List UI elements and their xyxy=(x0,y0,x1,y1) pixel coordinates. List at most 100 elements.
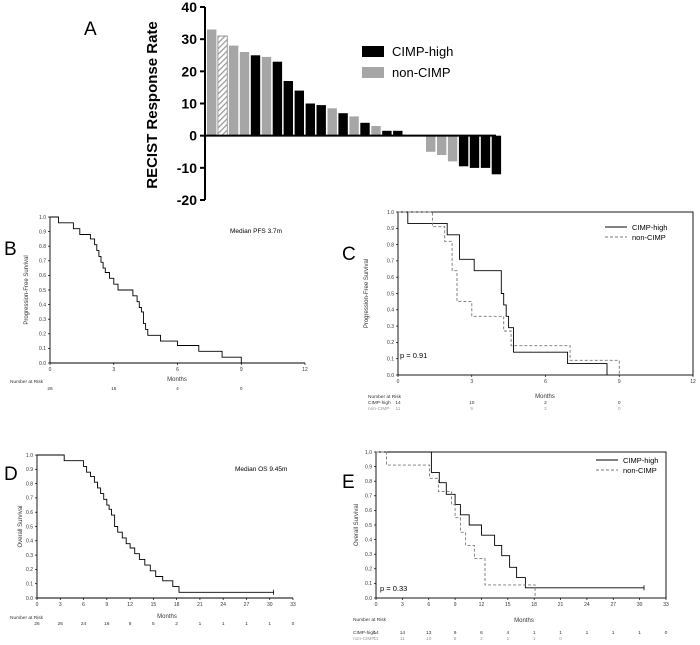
bar xyxy=(250,55,261,136)
y-axis-label: Overall Survival xyxy=(18,505,24,547)
bar xyxy=(294,90,304,136)
risk-count: 0 xyxy=(240,386,243,392)
y-tick-label: 0.2 xyxy=(26,567,33,573)
risk-count: 11 xyxy=(396,406,401,412)
y-tick-label: 0.6 xyxy=(26,510,33,516)
y-tick-label: 0.2 xyxy=(39,332,46,338)
y-tick-label: 0.0 xyxy=(39,361,46,367)
y-tick-label: 1.0 xyxy=(387,210,394,216)
y-tick-label: 0.7 xyxy=(365,494,372,500)
bar xyxy=(491,135,502,175)
y-tick-label: -10 xyxy=(177,160,197,176)
risk-table-title: Number at Risk xyxy=(10,379,44,385)
panel-label-d: D xyxy=(4,464,18,485)
survival-curve xyxy=(398,211,608,375)
legend-label: non-CIMP xyxy=(623,466,657,475)
y-tick-label: 0.2 xyxy=(365,567,372,573)
risk-count: 4 xyxy=(176,386,179,392)
risk-count: 1 xyxy=(245,621,248,627)
y-tick-label: 0.3 xyxy=(26,553,33,559)
x-tick-label: 24 xyxy=(220,602,226,608)
y-tick-label: -20 xyxy=(177,192,197,208)
y-tick-label: 0.1 xyxy=(39,346,46,352)
y-tick-label: 0.9 xyxy=(39,229,46,235)
y-tick-label: 0.8 xyxy=(39,244,46,250)
y-tick-label: 20 xyxy=(181,63,197,79)
risk-count: 0 xyxy=(559,636,562,642)
bar xyxy=(360,122,370,136)
panel-label-b: B xyxy=(4,239,17,260)
risk-count: 1 xyxy=(559,630,562,636)
y-tick-label: 0.6 xyxy=(39,273,46,279)
bar xyxy=(426,135,436,152)
risk-table-title: Number at Risk xyxy=(368,394,402,400)
risk-count: 2 xyxy=(480,636,483,642)
risk-count: 1 xyxy=(268,621,271,627)
x-axis-label: Months xyxy=(167,377,187,383)
bar xyxy=(393,130,403,136)
legend-swatch-non-cimp xyxy=(362,67,384,78)
risk-count: 16 xyxy=(104,621,110,627)
bar xyxy=(458,135,469,167)
y-tick-label: 1.0 xyxy=(39,215,46,221)
bar xyxy=(338,113,348,136)
y-tick-label: 0.5 xyxy=(26,524,33,530)
y-axis-label: Progression-Free Survival xyxy=(364,259,370,328)
y-tick-label: 0.0 xyxy=(365,596,372,602)
bar xyxy=(261,56,272,136)
risk-count: 1 xyxy=(533,636,536,642)
y-tick-label: 0.0 xyxy=(387,373,394,379)
y-tick-label: 0.3 xyxy=(387,324,394,330)
y-tick-label: 0.6 xyxy=(387,275,394,281)
bar xyxy=(217,35,228,137)
y-tick-label: 0.8 xyxy=(365,479,372,485)
risk-count: 11 xyxy=(400,636,405,642)
y-tick-label: 0 xyxy=(189,128,197,144)
risk-table-title: Number at Risk xyxy=(353,617,387,623)
x-tick-label: 27 xyxy=(610,602,616,608)
legend-label: non-CIMP xyxy=(632,233,666,242)
risk-count: 2 xyxy=(544,406,547,412)
x-tick-label: 0 xyxy=(36,602,39,608)
annotation: Median PFS 3.7m xyxy=(230,228,282,235)
x-axis-label: Months xyxy=(514,618,534,624)
y-tick-label: 0.5 xyxy=(365,523,372,529)
y-axis-label: RECIST Response Rate xyxy=(144,21,161,189)
x-tick-label: 12 xyxy=(302,367,308,373)
x-tick-label: 30 xyxy=(637,602,643,608)
legend-label-non-cimp: non-CIMP xyxy=(392,65,451,80)
y-tick-label: 0.8 xyxy=(26,481,33,487)
km-chart-b: 0.0 0.1 0.2 0.3 0.4 0.5 0.6 0.7 0.8 0.9 1.0 0 3 6 9 12 P… xyxy=(10,215,308,392)
risk-count: 0 xyxy=(292,621,295,627)
bar xyxy=(371,126,381,136)
risk-count: 0 xyxy=(665,630,668,636)
risk-table-title: Number at Risk xyxy=(10,615,44,621)
bar xyxy=(228,45,239,136)
x-tick-label: 21 xyxy=(558,602,564,608)
y-tick-label: 10 xyxy=(181,96,197,112)
risk-row-label: CIMP-high xyxy=(353,630,376,636)
bar xyxy=(316,105,326,136)
x-tick-label: 3 xyxy=(112,367,115,373)
risk-count: 14 xyxy=(395,400,401,406)
y-tick-label: 0.1 xyxy=(365,581,372,587)
annotation: p = 0.33 xyxy=(380,584,407,593)
bar xyxy=(207,29,217,136)
risk-count: 1 xyxy=(506,636,509,642)
x-tick-label: 3 xyxy=(401,602,404,608)
y-tick-label: 0.3 xyxy=(365,552,372,558)
km-chart-d: 0.00.10.20.30.40.50.60.70.80.91.00 3 6 9 12 1… xyxy=(10,453,296,627)
risk-count: 9 xyxy=(454,630,457,636)
x-tick-label: 9 xyxy=(618,379,621,385)
y-tick-label: 0.7 xyxy=(26,496,33,502)
risk-row-label: non-CIMP xyxy=(368,406,390,412)
risk-count: 6 xyxy=(480,630,483,636)
risk-count: 2 xyxy=(544,400,547,406)
x-tick-label: 0 xyxy=(397,379,400,385)
risk-row-label: CIMP-high xyxy=(368,400,391,406)
x-tick-label: 9 xyxy=(240,367,243,373)
legend-label-cimp-high: CIMP-high xyxy=(392,44,453,59)
y-tick-label: 0.8 xyxy=(387,242,394,248)
y-tick-label: 0.5 xyxy=(387,291,394,297)
